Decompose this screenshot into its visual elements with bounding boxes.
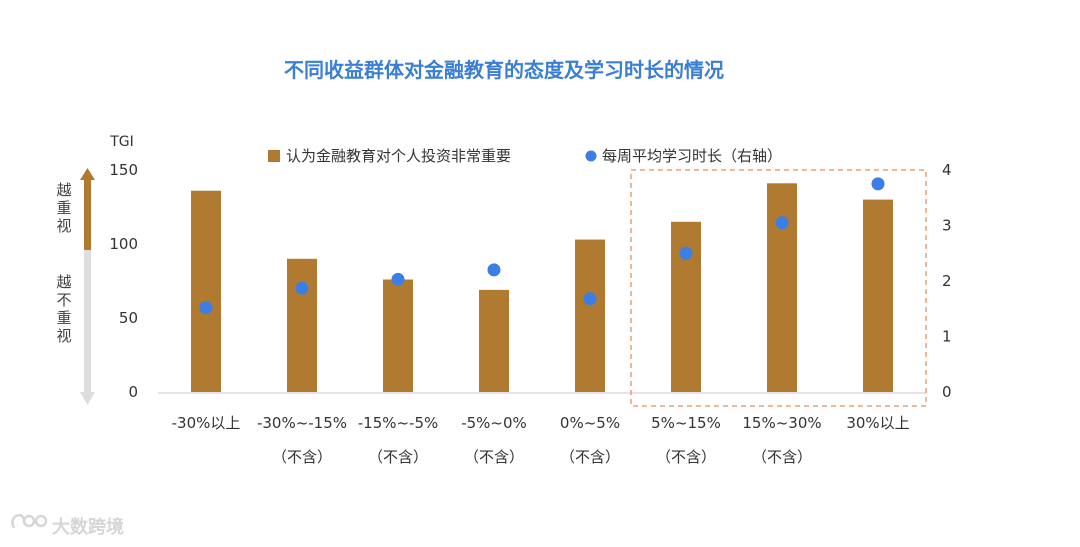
watermark-logo-icon — [11, 513, 48, 529]
x-tick-label: -30%~-15% — [257, 414, 347, 432]
watermark-text: 大数跨境 — [52, 516, 124, 538]
x-tick-label: 0%~5% — [560, 414, 620, 432]
x-tick-label: （不含） — [752, 448, 812, 466]
arrow-head-up-icon — [80, 168, 95, 180]
y-left-tick-label: 150 — [109, 161, 138, 179]
watermark: 大数跨境 — [11, 513, 124, 538]
x-tick-label: -5%~0% — [461, 414, 527, 432]
x-axis: -30%以上 -30%~-15% （不含） -15%~-5% （不含） -5%~0% （不含… — [172, 414, 910, 466]
x-tick-label: 5%~15% — [651, 414, 721, 432]
bar — [575, 239, 605, 392]
scatter-series — [199, 177, 885, 315]
x-tick-label: （不含） — [272, 448, 332, 466]
x-tick-label: 30%以上 — [846, 414, 909, 432]
x-tick-label: （不含） — [464, 448, 524, 466]
arrow-head-down-icon — [80, 392, 95, 405]
bar — [863, 199, 893, 392]
legend-swatch-dot — [585, 150, 597, 162]
arrow-label-up: 越重视 — [56, 181, 71, 235]
legend-label-bar: 认为金融教育对个人投资非常重要 — [286, 147, 511, 165]
x-tick-label: -15%~-5% — [358, 414, 439, 432]
arrow-label-down: 越不重视 — [56, 273, 71, 345]
scatter-point — [391, 272, 405, 286]
y-left-axis-label: TGI — [109, 134, 134, 150]
y-right-tick-label: 1 — [942, 328, 952, 346]
y-right-tick-label: 3 — [942, 217, 952, 235]
bar — [191, 190, 221, 392]
bar — [287, 258, 317, 392]
y-left-tick-label: 100 — [109, 235, 138, 253]
y-right-tick-label: 4 — [942, 161, 952, 179]
bar — [767, 183, 797, 392]
x-tick-label: （不含） — [560, 448, 620, 466]
bar — [479, 289, 509, 392]
scatter-point — [295, 281, 309, 295]
y-right-axis: 0 1 2 3 4 — [942, 161, 952, 401]
x-tick-label: （不含） — [368, 448, 428, 466]
scatter-point — [775, 216, 789, 230]
bar-series — [191, 183, 893, 392]
y-left-tick-label: 50 — [119, 309, 138, 327]
scatter-point — [679, 246, 693, 260]
y-left-axis: 0 50 100 150 — [109, 161, 138, 401]
x-tick-label: 15%~30% — [742, 414, 821, 432]
y-right-tick-label: 0 — [942, 383, 952, 401]
arrow-shaft-up — [84, 178, 91, 250]
bar — [383, 279, 413, 392]
y-right-tick-label: 2 — [942, 272, 952, 290]
scatter-point — [583, 292, 597, 306]
legend-swatch-bar — [268, 150, 280, 162]
chart-title: 不同收益群体对金融教育的态度及学习时长的情况 — [284, 58, 724, 82]
y-left-tick-label: 0 — [128, 383, 138, 401]
arrow-shaft-down — [84, 250, 91, 392]
scatter-point — [487, 263, 501, 277]
x-tick-label: -30%以上 — [172, 414, 241, 432]
highlight-box — [630, 169, 927, 407]
scatter-point — [871, 177, 885, 191]
scatter-point — [199, 301, 213, 315]
x-tick-label: （不含） — [656, 448, 716, 466]
legend: 认为金融教育对个人投资非常重要 每周平均学习时长（右轴） — [268, 147, 782, 165]
legend-label-dot: 每周平均学习时长（右轴） — [602, 147, 782, 165]
